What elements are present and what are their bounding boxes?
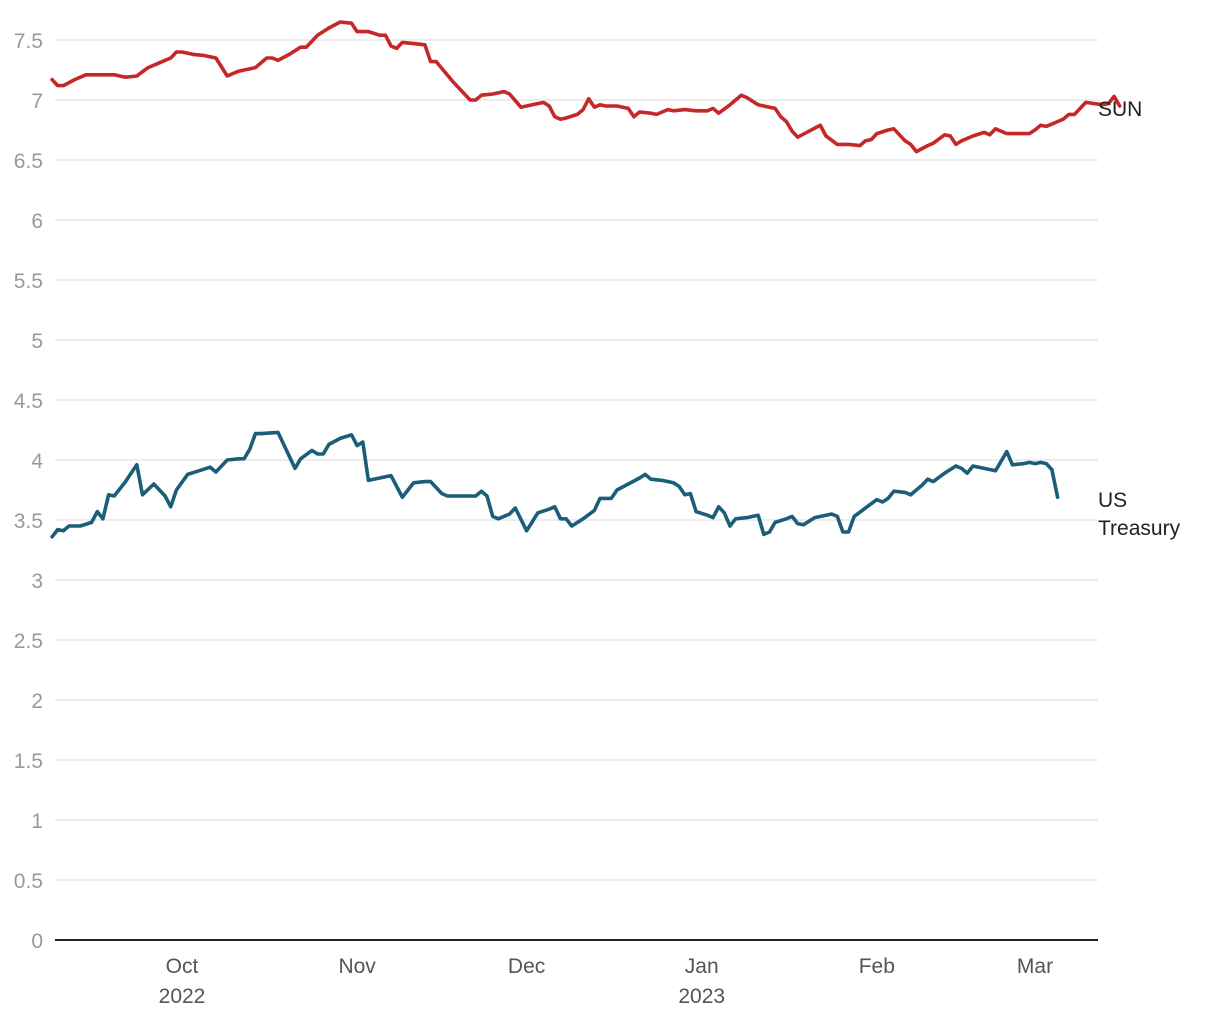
y-tick-label: 7 <box>31 90 43 113</box>
y-tick-label: 6 <box>31 210 43 233</box>
x-tick-label: Dec <box>508 955 545 978</box>
y-tick-label: 2 <box>31 690 43 713</box>
series-line-sun <box>52 22 1120 152</box>
x-tick-label: Oct <box>166 955 199 978</box>
series-labels: SUN US Treasury <box>1098 98 1181 540</box>
y-tick-label: 1.5 <box>14 750 43 773</box>
x-tick-year-label: 2022 <box>159 985 206 1008</box>
y-tick-label: 4.5 <box>14 390 43 413</box>
y-tick-label: 7.5 <box>14 30 43 53</box>
y-tick-label: 3.5 <box>14 510 43 533</box>
series-label: Treasury <box>1098 517 1181 540</box>
series-line-us-treasury <box>52 432 1058 536</box>
x-tick-label: Mar <box>1017 955 1053 978</box>
series-label: US <box>1098 489 1127 512</box>
y-tick-label: 5 <box>31 330 43 353</box>
x-tick-label: Jan <box>685 955 719 978</box>
series-label: SUN <box>1098 98 1142 121</box>
y-tick-label: 0 <box>31 930 43 953</box>
x-tick-label: Feb <box>859 955 895 978</box>
y-tick-label: 3 <box>31 570 43 593</box>
y-tick-label: 6.5 <box>14 150 43 173</box>
x-axis-ticks: Oct 2022 Nov Dec Jan 2023 Feb Mar <box>159 955 1053 1008</box>
y-tick-label: 1 <box>31 810 43 833</box>
x-tick-label: Nov <box>338 955 376 978</box>
y-tick-label: 2.5 <box>14 630 43 653</box>
y-tick-label: 5.5 <box>14 270 43 293</box>
y-tick-label: 4 <box>31 450 43 473</box>
grid-layer <box>55 40 1098 880</box>
y-tick-label: 0.5 <box>14 870 43 893</box>
x-tick-year-label: 2023 <box>678 985 725 1008</box>
y-axis-ticks: 0 0.5 1 1.5 2 2.5 3 3.5 4 4.5 5 5.5 6 6.5 7 7.5 <box>14 30 44 953</box>
